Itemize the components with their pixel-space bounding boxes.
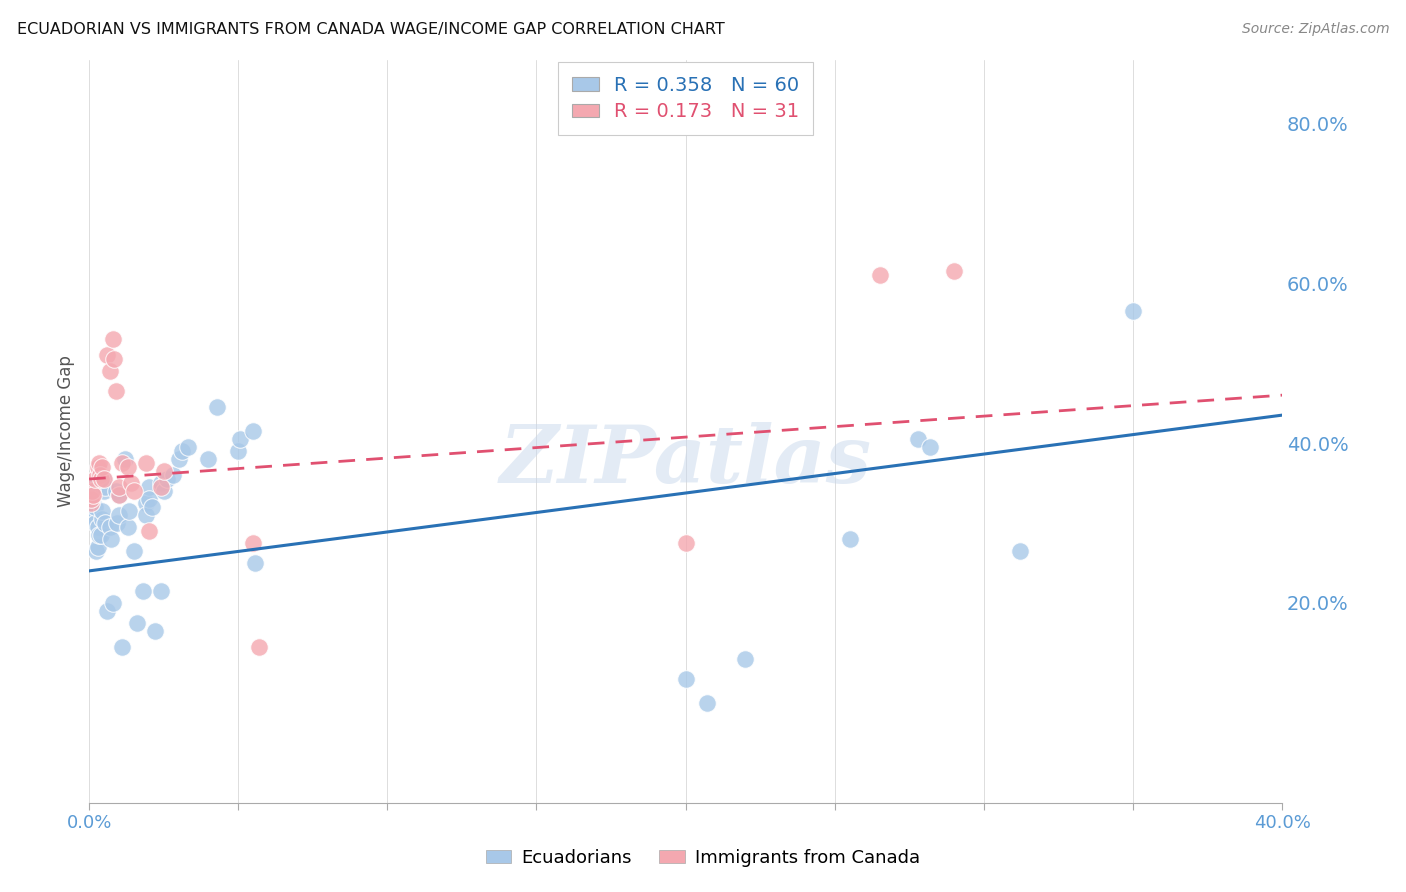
Point [135,456,157,470]
Point [162,468,184,483]
Point [108,480,131,494]
Point [100,532,122,546]
Point [132,583,155,598]
Point [108,488,131,502]
Point [80,491,103,506]
Point [79,500,101,514]
Point [118,504,141,518]
Point [90,512,112,526]
Point [120,476,142,491]
Point [90,528,112,542]
Point [80,491,103,506]
Point [149,583,172,598]
Point [122,544,145,558]
Point [197,452,219,467]
Point [152,483,174,498]
Point [149,480,172,494]
Point [93,472,115,486]
Point [94,516,117,530]
Point [228,432,250,446]
Point [108,488,131,502]
Point [170,444,193,458]
Point [247,640,270,654]
Point [111,456,134,470]
Point [93,483,115,498]
Point [1008,544,1031,558]
Point [1122,304,1144,318]
Point [84,516,107,530]
Point [242,536,264,550]
Point [138,524,160,538]
Point [122,483,145,498]
Point [87,456,110,470]
Point [152,464,174,478]
Point [101,332,124,346]
Point [135,508,157,522]
Point [176,440,198,454]
Point [80,508,103,522]
Point [150,476,173,491]
Point [141,500,163,514]
Y-axis label: Wage/Income Gap: Wage/Income Gap [58,355,75,507]
Point [108,508,131,522]
Point [105,516,128,530]
Point [226,444,249,458]
Point [138,480,160,494]
Point [87,520,110,534]
Point [734,652,756,666]
Point [87,460,110,475]
Point [87,540,110,554]
Point [207,400,229,414]
Point [111,640,134,654]
Point [117,460,139,475]
Point [167,452,190,467]
Point [80,483,103,498]
Point [79,496,101,510]
Point [920,440,942,454]
Point [91,472,114,486]
Point [104,483,127,498]
Point [93,480,115,494]
Point [243,556,266,570]
Text: ECUADORIAN VS IMMIGRANTS FROM CANADA WAGE/INCOME GAP CORRELATION CHART: ECUADORIAN VS IMMIGRANTS FROM CANADA WAG… [17,22,724,37]
Text: Source: ZipAtlas.com: Source: ZipAtlas.com [1241,22,1389,37]
Point [98,364,121,378]
Point [117,520,139,534]
Point [87,528,110,542]
Point [114,452,136,467]
Point [84,544,107,558]
Point [98,520,121,534]
Point [675,536,697,550]
Point [135,496,157,510]
Point [90,460,112,475]
Point [696,696,718,710]
Point [90,472,112,486]
Point [104,384,127,399]
Point [82,488,104,502]
Point [91,504,114,518]
Text: ZIPatlas: ZIPatlas [499,422,872,500]
Point [84,472,107,486]
Point [156,472,179,486]
Point [242,424,264,438]
Point [82,480,104,494]
Point [96,348,118,362]
Point [84,500,107,514]
Point [96,604,118,618]
Point [89,468,111,483]
Legend: R = 0.358   N = 60, R = 0.173   N = 31: R = 0.358 N = 60, R = 0.173 N = 31 [558,62,813,135]
Legend: Ecuadorians, Immigrants from Canada: Ecuadorians, Immigrants from Canada [478,842,928,874]
Point [838,532,860,546]
Point [143,624,166,638]
Point [103,352,125,367]
Point [138,491,160,506]
Point [869,268,891,283]
Point [943,264,966,278]
Point [907,432,929,446]
Point [101,596,124,610]
Point [125,615,148,630]
Point [675,672,697,686]
